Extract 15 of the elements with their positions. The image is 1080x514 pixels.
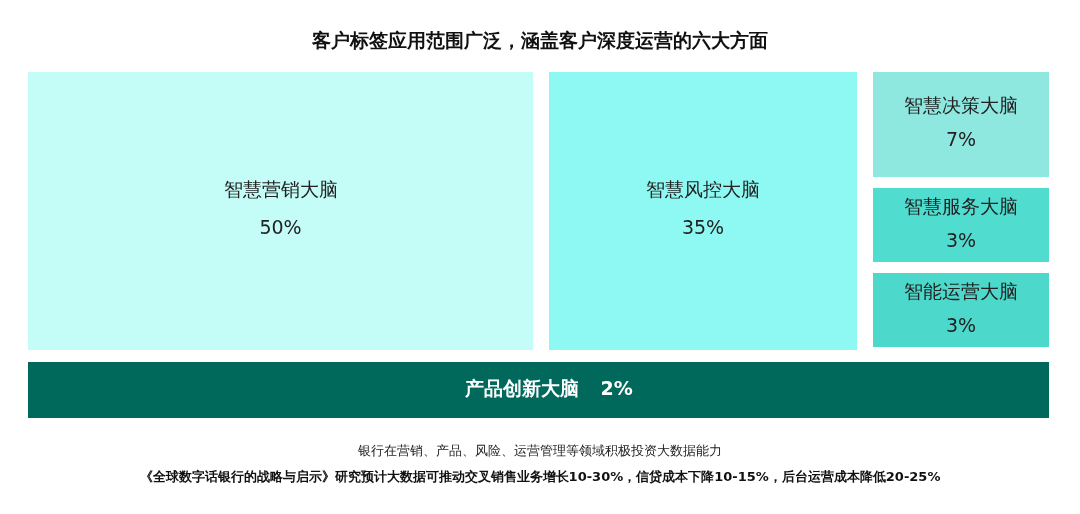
category-label: 产品创新大脑	[463, 376, 579, 399]
text: 银行在营销、产品、风险、运营管理等领域积极投资大数据能力	[357, 442, 723, 460]
data-label: 2%	[600, 376, 633, 399]
category-label: 智慧营销大脑	[223, 177, 338, 200]
text: 《全球数字话银行的战略与启示》研究预计大数据可推动交叉销售业务增长10-30%，信贷成本下降10-15%，后台运营成本降低20-25%	[138, 468, 942, 486]
data-label: 35%	[681, 215, 725, 238]
data-label: 7%	[945, 128, 977, 151]
data-label: 50%	[259, 215, 302, 238]
category-label: 智慧服务大脑	[904, 194, 1018, 217]
category-label: 智慧风控大脑	[646, 177, 760, 200]
data-label: 3%	[945, 313, 977, 336]
text: 客户标签应用范围广泛，涵盖客户深度运营的六大方面	[311, 28, 769, 53]
category-label: 智能运营大脑	[904, 279, 1018, 302]
category-label: 智慧决策大脑	[904, 94, 1018, 117]
data-label: 3%	[945, 228, 977, 251]
